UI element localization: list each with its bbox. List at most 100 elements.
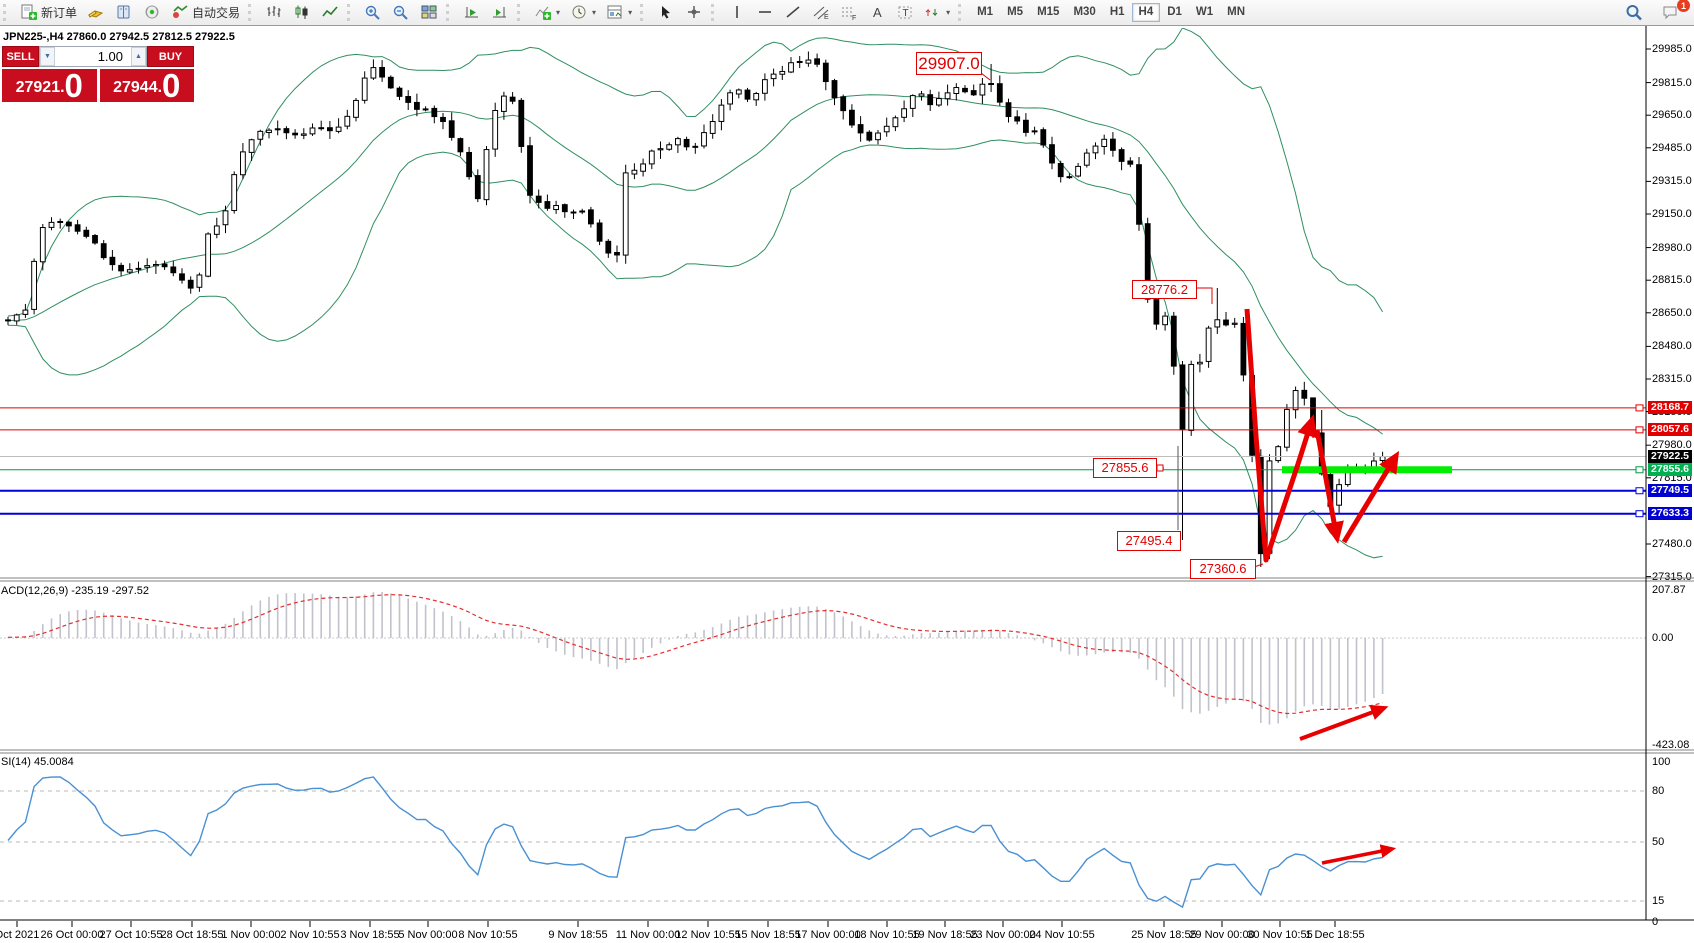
price-callout-27855.6[interactable]: 27855.6 [1093, 458, 1157, 478]
one-click-trade-panel: SELL ▼ 1.00 ▲ BUY 27921. 0 27944. 0 [2, 46, 194, 102]
macd-trend-arrow[interactable] [1299, 704, 1389, 741]
templates-button[interactable]: ▾ [601, 3, 637, 22]
text-label-button[interactable]: T [891, 3, 919, 22]
notification-badge: 1 [1677, 0, 1690, 12]
chart-shift-button[interactable] [486, 3, 514, 22]
price-axis-label: 29485.0 [1652, 141, 1692, 154]
arrows-icon [925, 8, 938, 17]
search-button[interactable] [1620, 3, 1648, 22]
rsi-line [7, 776, 1383, 909]
indicators-icon [535, 6, 552, 20]
timeframe-h4-button[interactable]: H4 [1131, 3, 1161, 22]
svg-text:E: E [824, 14, 829, 21]
macd-indicator-label: ACD(12,26,9) -235.19 -297.52 [1, 585, 149, 597]
book-icon [117, 5, 130, 19]
toolbar-separator [347, 4, 355, 21]
price-callout-27495.4[interactable]: 27495.4 [1117, 531, 1181, 551]
price-callout-28776.2[interactable]: 28776.2 [1132, 280, 1197, 299]
hline-handle[interactable] [1635, 404, 1644, 412]
callout-leader [980, 72, 991, 81]
volume-input[interactable]: 1.00 [97, 49, 123, 64]
candles [5, 51, 1386, 567]
hline-handle[interactable] [1635, 487, 1644, 495]
macd-panel[interactable] [0, 592, 1646, 725]
timeframe-m1-button[interactable]: M1 [977, 6, 994, 18]
macd-scale-label: 207.87 [1652, 584, 1686, 596]
price-axis-label: 27480.0 [1652, 538, 1692, 550]
bar-chart-button[interactable] [260, 3, 288, 22]
dropdown-caret-icon[interactable]: ▾ [946, 8, 951, 17]
rsi-trend-arrow[interactable] [1321, 844, 1397, 865]
timeframe-m15-button[interactable]: M15 [1037, 6, 1060, 18]
indicators-button[interactable]: ▾ [529, 3, 565, 22]
line-chart-button[interactable] [316, 3, 344, 22]
hline-handle[interactable] [1635, 510, 1644, 518]
rsi-panel[interactable] [0, 776, 1646, 909]
cursor-icon [662, 6, 671, 19]
price-axis-label: 29815.0 [1652, 76, 1692, 89]
time-axis-label: 1 Nov 00:00 [221, 929, 281, 941]
timeframe-m5-button[interactable]: M5 [1007, 6, 1024, 18]
svg-text:T: T [903, 8, 909, 19]
shift-icon [493, 7, 507, 18]
timeframe-mn-button[interactable]: MN [1227, 6, 1246, 18]
macd-signal-line [7, 594, 1383, 715]
zoom-in-button[interactable] [359, 3, 387, 22]
rsi-scale-label: 100 [1652, 756, 1671, 768]
zoom-out-button[interactable] [387, 3, 415, 22]
trendline-button[interactable] [779, 3, 807, 22]
notifications-button[interactable]: 1 [1656, 0, 1690, 22]
buy-price-display[interactable]: 27944. 0 [99, 69, 194, 102]
auto-scroll-button[interactable] [458, 3, 486, 22]
price-callout-27360.6[interactable]: 27360.6 [1190, 559, 1256, 579]
toolbar-separator [640, 4, 648, 21]
price-axis-label: 29315.0 [1652, 175, 1692, 188]
buy-price-small: 27944. [113, 79, 163, 96]
periods-button[interactable]: ▾ [565, 3, 601, 22]
recovery-arrow[interactable] [1341, 450, 1400, 544]
market-depth-button[interactable] [110, 3, 138, 22]
template-icon [607, 5, 622, 19]
callout-leader [1196, 287, 1213, 304]
timeframe-m30-button[interactable]: M30 [1073, 6, 1096, 18]
sell-button[interactable]: SELL [2, 46, 39, 67]
cursor-button[interactable] [652, 3, 680, 22]
crosshair-button[interactable] [680, 3, 708, 22]
annotation-layer[interactable] [0, 72, 1646, 865]
candlestick-chart-button[interactable] [288, 3, 316, 22]
price-axis-label: 28315.0 [1652, 372, 1692, 385]
volume-increase-button[interactable]: ▲ [131, 47, 146, 66]
sell-price-display[interactable]: 27921. 0 [2, 69, 97, 102]
sell-price-big-digit: 0 [64, 69, 83, 102]
vertical-line-button[interactable] [723, 3, 751, 22]
price-callout-29907.0[interactable]: 29907.0 [916, 52, 982, 75]
text-button[interactable]: A [863, 3, 891, 22]
hline-handle[interactable] [1635, 426, 1644, 434]
main-chart-panel[interactable] [5, 28, 1386, 567]
horizontal-line-button[interactable] [751, 3, 779, 22]
tile-windows-button[interactable] [415, 3, 443, 22]
sell-price-small: 27921. [15, 79, 65, 96]
svg-text:A: A [873, 5, 882, 20]
timeframe-d1-button[interactable]: D1 [1167, 6, 1182, 18]
dropdown-caret-icon[interactable]: ▾ [556, 8, 561, 17]
buy-button[interactable]: BUY [147, 46, 194, 67]
arrows-button[interactable]: ▾ [919, 3, 955, 22]
quotes-button[interactable] [82, 3, 110, 22]
hline-handle[interactable] [1635, 466, 1644, 474]
channel-button[interactable]: E [807, 3, 835, 22]
signals-button[interactable] [138, 3, 166, 22]
toolbar-drag-handle[interactable] [3, 4, 11, 21]
timeframe-w1-button[interactable]: W1 [1195, 6, 1214, 18]
drop-arrow[interactable] [1314, 429, 1344, 544]
timeframe-h1-button[interactable]: H1 [1109, 6, 1125, 18]
dropdown-caret-icon[interactable]: ▾ [592, 8, 597, 17]
volume-decrease-button[interactable]: ▼ [40, 47, 55, 66]
auto-trading-button[interactable]: 自动交易 [166, 3, 245, 22]
zigzag-down-up-arrow[interactable] [1244, 308, 1317, 563]
dropdown-caret-icon[interactable]: ▾ [628, 8, 633, 17]
new-order-button[interactable]: 新订单 [15, 3, 82, 22]
fibonacci-button[interactable]: F [835, 3, 863, 22]
